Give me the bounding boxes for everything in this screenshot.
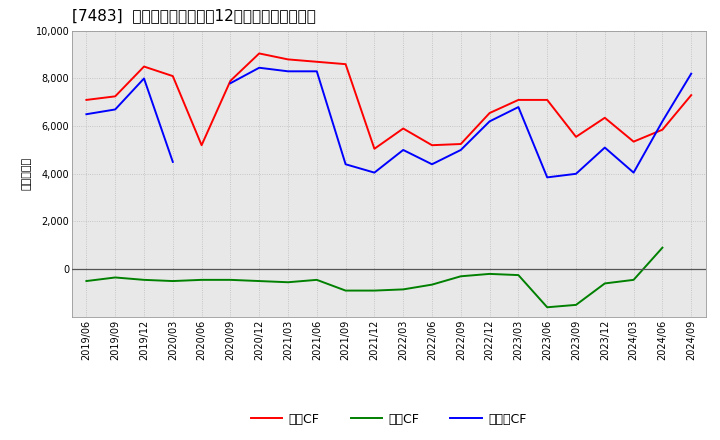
投資CF	[312, 277, 321, 282]
フリーCF	[428, 161, 436, 167]
フリーCF	[658, 119, 667, 124]
フリーCF	[543, 175, 552, 180]
フリーCF	[572, 171, 580, 176]
営業CF	[658, 127, 667, 132]
フリーCF	[168, 159, 177, 165]
投資CF	[82, 279, 91, 284]
フリーCF	[514, 104, 523, 110]
営業CF	[687, 92, 696, 98]
フリーCF	[284, 69, 292, 74]
投資CF	[514, 272, 523, 278]
営業CF	[341, 62, 350, 67]
営業CF	[629, 139, 638, 144]
営業CF	[226, 78, 235, 84]
Legend: 営業CF, 投資CF, フリーCF: 営業CF, 投資CF, フリーCF	[246, 408, 531, 431]
投資CF	[543, 304, 552, 310]
フリーCF	[341, 161, 350, 167]
投資CF	[399, 287, 408, 292]
営業CF	[197, 143, 206, 148]
営業CF	[485, 110, 494, 116]
営業CF	[543, 97, 552, 103]
投資CF	[284, 279, 292, 285]
営業CF	[572, 134, 580, 139]
営業CF	[284, 57, 292, 62]
投資CF	[456, 274, 465, 279]
投資CF	[255, 279, 264, 284]
営業CF	[456, 141, 465, 147]
営業CF	[111, 94, 120, 99]
営業CF	[312, 59, 321, 64]
営業CF	[399, 126, 408, 131]
フリーCF	[226, 81, 235, 86]
投資CF	[197, 277, 206, 282]
営業CF	[370, 146, 379, 151]
フリーCF	[456, 147, 465, 153]
投資CF	[341, 288, 350, 293]
投資CF	[600, 281, 609, 286]
営業CF	[82, 97, 91, 103]
営業CF	[140, 64, 148, 69]
フリーCF	[629, 170, 638, 175]
営業CF	[514, 97, 523, 103]
フリーCF	[140, 76, 148, 81]
Line: フリーCF: フリーCF	[86, 68, 691, 177]
営業CF	[428, 143, 436, 148]
フリーCF	[312, 69, 321, 74]
フリーCF	[687, 71, 696, 76]
Text: [7483]  キャッシュフローの12か月移動合計の推移: [7483] キャッシュフローの12か月移動合計の推移	[72, 7, 316, 23]
投資CF	[658, 245, 667, 250]
フリーCF	[399, 147, 408, 153]
投資CF	[572, 302, 580, 308]
投資CF	[226, 277, 235, 282]
営業CF	[168, 73, 177, 79]
フリーCF	[82, 112, 91, 117]
フリーCF	[485, 119, 494, 124]
フリーCF	[111, 107, 120, 112]
Line: 営業CF: 営業CF	[86, 53, 691, 149]
Y-axis label: （百万円）: （百万円）	[22, 157, 31, 191]
投資CF	[428, 282, 436, 287]
Line: 投資CF: 投資CF	[86, 248, 662, 307]
投資CF	[370, 288, 379, 293]
フリーCF	[255, 65, 264, 70]
投資CF	[629, 277, 638, 282]
営業CF	[600, 115, 609, 121]
フリーCF	[600, 145, 609, 150]
投資CF	[140, 277, 148, 282]
投資CF	[111, 275, 120, 280]
フリーCF	[370, 170, 379, 175]
投資CF	[168, 279, 177, 284]
投資CF	[485, 271, 494, 276]
営業CF	[255, 51, 264, 56]
